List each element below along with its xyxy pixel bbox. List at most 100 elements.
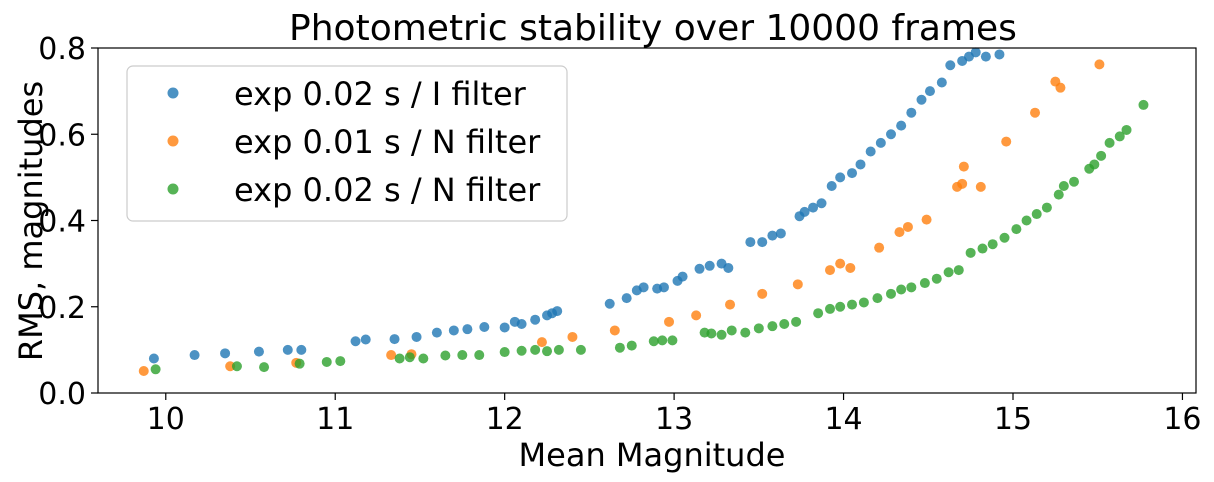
data-point <box>999 232 1010 243</box>
data-point <box>757 288 768 299</box>
data-point <box>835 258 846 269</box>
data-point <box>767 321 778 332</box>
x-axis-label: Mean Magnitude <box>519 436 786 474</box>
data-point <box>282 344 293 355</box>
data-point <box>621 293 632 304</box>
data-point <box>791 316 802 327</box>
data-point <box>916 94 927 105</box>
data-point <box>977 243 988 254</box>
data-point <box>614 342 625 353</box>
data-point <box>757 237 768 248</box>
data-point <box>994 49 1005 60</box>
y-tick-label: 0.0 <box>38 377 86 412</box>
data-point <box>667 335 678 346</box>
data-point <box>664 316 675 327</box>
data-point <box>753 323 764 334</box>
data-point <box>896 120 907 131</box>
y-tick-label: 0.8 <box>38 32 86 67</box>
data-point <box>921 214 932 225</box>
data-point <box>411 331 422 342</box>
data-point <box>677 271 688 282</box>
data-point <box>706 328 717 339</box>
x-tick-label: 15 <box>994 402 1032 437</box>
data-point <box>1055 82 1066 93</box>
data-point <box>745 237 756 248</box>
data-point <box>516 319 527 329</box>
data-point <box>1138 99 1149 110</box>
legend-label-1: exp 0.01 s / N filter <box>234 123 541 161</box>
data-point <box>394 353 405 364</box>
data-point <box>360 334 371 345</box>
data-point <box>1021 215 1032 226</box>
data-point <box>704 260 715 271</box>
legend-label-0: exp 0.02 s / I filter <box>234 75 527 113</box>
data-point <box>479 322 490 333</box>
data-point <box>231 361 242 372</box>
data-point <box>723 262 734 273</box>
data-point <box>296 344 307 355</box>
x-axis: 10 11 12 13 14 15 16 <box>147 393 1202 437</box>
data-point <box>826 181 837 191</box>
data-point <box>575 344 586 355</box>
data-point <box>462 324 473 335</box>
data-point <box>958 161 969 172</box>
data-point <box>1031 209 1042 220</box>
x-tick-label: 11 <box>316 402 354 437</box>
data-point <box>1121 124 1132 135</box>
data-point <box>896 284 907 295</box>
data-point <box>259 362 270 373</box>
y-axis-label: RMS, magnitudes <box>12 81 50 361</box>
data-point <box>335 356 346 367</box>
data-point <box>845 262 856 273</box>
data-point <box>835 172 846 183</box>
data-point <box>987 239 998 250</box>
data-point <box>253 346 264 357</box>
data-point <box>902 221 913 232</box>
data-point <box>657 335 668 346</box>
data-point <box>638 282 649 293</box>
series-2 <box>150 99 1149 375</box>
data-point <box>1053 189 1064 200</box>
data-point <box>691 310 702 321</box>
data-point <box>943 267 954 278</box>
data-point <box>536 337 547 348</box>
data-point <box>542 346 553 357</box>
data-point <box>1011 224 1022 235</box>
legend-marker-2 <box>167 183 179 195</box>
data-point <box>1058 181 1069 191</box>
data-point <box>1114 131 1125 142</box>
data-point <box>389 334 400 345</box>
data-point <box>847 168 858 179</box>
data-point <box>975 181 986 192</box>
data-point <box>220 348 231 359</box>
data-point <box>931 273 942 284</box>
data-point <box>740 327 751 338</box>
data-point <box>350 336 361 347</box>
data-point <box>404 352 415 363</box>
data-point <box>648 336 659 347</box>
x-tick-label: 14 <box>824 402 862 437</box>
legend-marker-1 <box>167 135 179 147</box>
data-point <box>1001 136 1012 147</box>
data-point <box>626 340 637 351</box>
data-point <box>906 282 917 293</box>
x-tick-label: 16 <box>1163 402 1201 437</box>
data-point <box>138 366 149 377</box>
x-tick-label: 13 <box>655 402 693 437</box>
data-point <box>825 265 835 276</box>
data-point <box>792 279 803 290</box>
data-point <box>835 301 846 312</box>
data-point <box>813 308 824 319</box>
chart-title: Photometric stability over 10000 frames <box>289 8 1017 49</box>
data-point <box>957 178 968 189</box>
data-point <box>474 350 485 361</box>
data-point <box>858 297 869 308</box>
data-point <box>874 242 885 253</box>
data-point <box>970 47 981 58</box>
data-point <box>847 299 858 310</box>
data-point <box>906 107 917 118</box>
data-point <box>716 329 727 340</box>
legend-label-2: exp 0.02 s / N filter <box>234 171 541 209</box>
data-point <box>726 325 737 336</box>
x-tick-label: 10 <box>147 402 185 437</box>
